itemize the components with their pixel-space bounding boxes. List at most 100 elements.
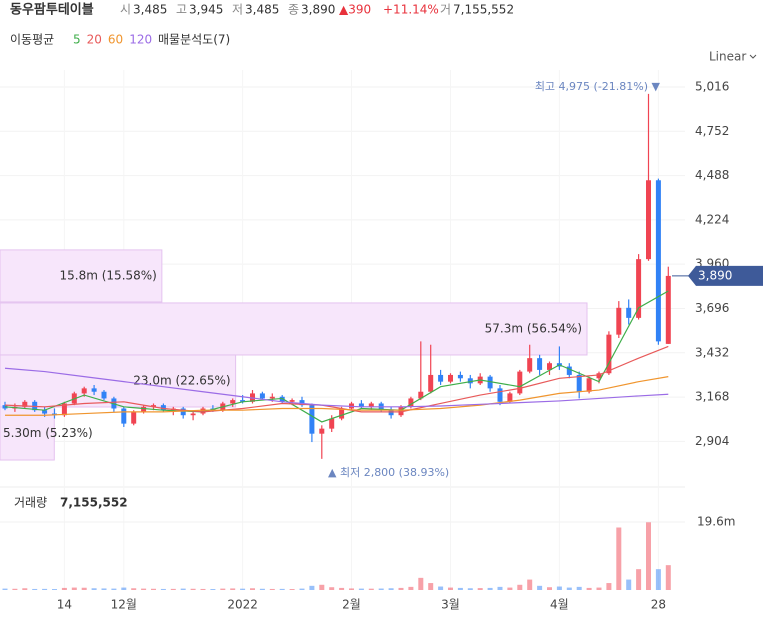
profile-label: 5.30m (5.23%) — [3, 426, 93, 440]
candle-body — [457, 374, 463, 379]
candle-body — [121, 408, 127, 424]
profile-label: 15.8m (15.58%) — [60, 268, 157, 282]
moving-average — [5, 376, 669, 416]
volume-bar — [556, 586, 562, 590]
candle-body — [319, 428, 325, 434]
candle-body — [190, 413, 196, 416]
y-tick-label: 4,488 — [695, 168, 729, 182]
volume-bar — [378, 588, 384, 590]
profile-label: 23.0m (22.65%) — [133, 373, 230, 387]
candle-body — [388, 410, 394, 416]
x-tick-label: 2022 — [227, 598, 258, 612]
candle-body — [428, 374, 434, 392]
volume-bar — [586, 587, 592, 590]
volume-bar — [12, 588, 18, 590]
open-label: 시 — [120, 3, 131, 17]
candle-body — [487, 376, 493, 389]
candle-body — [448, 374, 453, 382]
y-tick-label: 4,752 — [695, 124, 729, 138]
candle-body — [646, 180, 651, 260]
candle-body — [418, 391, 424, 399]
candle-body — [42, 410, 48, 414]
y-tick-label: 3,432 — [695, 345, 729, 359]
volume-tick-label: 19.6m — [697, 514, 735, 528]
volume-bar — [448, 587, 453, 590]
volume-bar — [527, 579, 533, 590]
high-value: 3,945 — [189, 3, 223, 17]
volume-bar — [388, 588, 394, 590]
candle-body — [368, 403, 374, 407]
candle-body — [606, 334, 612, 374]
volume-bar — [240, 588, 246, 590]
volume-bar — [61, 587, 67, 590]
candle-body — [438, 374, 444, 382]
candle-body — [497, 388, 503, 402]
candle-body — [655, 180, 661, 342]
low-label: 저 — [232, 3, 243, 17]
volume-bar — [299, 588, 305, 590]
volume-bar — [22, 588, 28, 590]
volume-bar — [626, 579, 632, 590]
volume-bar — [487, 587, 493, 590]
ma-legend-item: 5 — [73, 33, 81, 47]
ma-legend: 5 20 60 120 — [73, 33, 152, 47]
candle-body — [596, 373, 602, 379]
scale-menu[interactable]: Linear — [709, 50, 746, 64]
x-tick-label: 3월 — [441, 598, 460, 612]
profile-title[interactable]: 매물분석도(7) — [158, 33, 230, 47]
volume-bar — [289, 589, 295, 590]
ma-title[interactable]: 이동평균 — [10, 33, 54, 47]
volume-bar — [655, 569, 661, 590]
candle-body — [547, 363, 552, 370]
y-tick-label: 3,696 — [695, 301, 729, 315]
candle-body — [230, 400, 236, 404]
candle-body — [339, 408, 345, 419]
volume-bar — [200, 588, 206, 590]
candle-body — [537, 358, 543, 370]
profile-bar — [0, 249, 163, 303]
candle-body — [517, 371, 523, 394]
volume-bar — [269, 588, 275, 590]
change-pct: +11.14% — [383, 3, 439, 17]
volume-bar — [547, 587, 552, 590]
volume-bar — [319, 584, 325, 590]
candle-body — [527, 358, 533, 372]
y-tick-label: 3,168 — [695, 390, 729, 404]
candle-body — [160, 405, 166, 411]
candle-body — [101, 391, 107, 399]
volume-bar — [250, 588, 255, 590]
ma-legend-item: 60 — [108, 33, 123, 47]
candle-body — [22, 401, 28, 407]
volume-bar — [230, 588, 236, 590]
stock-name: 동우팜투테이블 — [10, 2, 94, 18]
x-tick-label: 14 — [57, 598, 72, 612]
volume-bar — [616, 527, 622, 590]
volume-bar — [606, 583, 612, 590]
volume-bar — [368, 588, 374, 590]
candle-body — [626, 307, 632, 318]
x-tick-label: 28 — [651, 598, 666, 612]
candle-body — [81, 388, 87, 394]
volume-bar — [42, 588, 48, 590]
profile-bar — [0, 302, 588, 356]
volume-bar — [81, 587, 87, 590]
profile-label: 57.3m (56.54%) — [485, 321, 582, 335]
volume-label: 거 — [440, 3, 451, 17]
high-annotation: 최고 4,975 (-21.81%) ▼ — [535, 80, 661, 93]
ma-legend-item: 120 — [129, 33, 152, 47]
open-value: 3,485 — [133, 3, 167, 17]
volume-bar — [428, 583, 434, 590]
volume-bar — [121, 587, 127, 590]
candle-body — [269, 396, 275, 399]
candle-body — [329, 418, 335, 429]
volume-bar — [131, 588, 137, 590]
candle-body — [309, 405, 315, 434]
volume-bar — [636, 569, 642, 590]
candle-body — [289, 400, 295, 402]
volume-bar — [210, 589, 216, 590]
y-tick-label: 4,224 — [695, 212, 729, 226]
moving-average — [4, 290, 669, 423]
volume-bar — [408, 586, 414, 590]
candle-body — [91, 388, 97, 392]
